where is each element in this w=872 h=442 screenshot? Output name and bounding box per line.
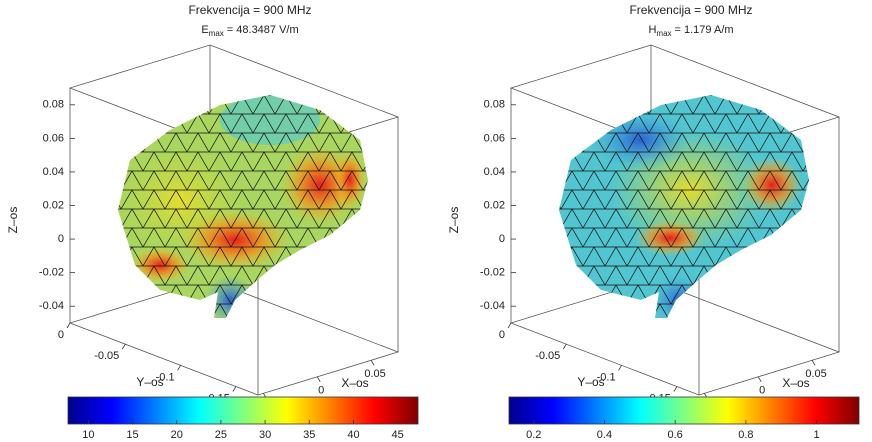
z-tick-label: 0.04 (43, 166, 64, 178)
z-tick-label: 0.04 (484, 166, 505, 178)
x-tick (370, 360, 375, 366)
y-tick (232, 386, 237, 392)
colorbar-tick-label: 0.4 (597, 429, 612, 441)
z-tick-label: 0.08 (484, 99, 505, 111)
x-axis-label: X–os (341, 376, 368, 390)
subtitle-subscript: max (656, 29, 671, 38)
z-tick-label: 0.06 (43, 132, 64, 144)
x-tick-label: 0 (759, 385, 765, 397)
colorbar-tick-label: 0.8 (738, 429, 753, 441)
y-axis-label: Y–os (577, 375, 604, 389)
brain-surface (559, 95, 809, 318)
subtitle-symbol: H (648, 24, 656, 36)
z-tick-label: 0.08 (43, 99, 64, 111)
x-tick-label: 0.05 (364, 368, 385, 380)
y-tick-label: -0.1 (597, 371, 616, 383)
colorbar-tick-label: 15 (126, 429, 138, 441)
subtitle: Emax = 48.3487 V/m (201, 24, 298, 38)
panel: Frekvencija = 900 MHz Hmax = 1.179 A/m 0.08… (447, 3, 860, 441)
colorbar-tick-label: 20 (171, 429, 183, 441)
z-tick-label: 0.02 (484, 199, 505, 211)
x-tick-label: 0.05 (805, 368, 826, 380)
chart-title: Frekvencija = 900 MHz (188, 3, 311, 17)
y-tick-label: 0 (58, 329, 64, 341)
y-tick (66, 322, 71, 329)
z-tick-label: 0 (499, 233, 505, 245)
chart-title: Frekvencija = 900 MHz (629, 3, 752, 17)
z-tick-label: -0.04 (39, 300, 64, 312)
y-tick (673, 386, 678, 392)
x-tick-label: 0 (318, 385, 324, 397)
z-tick-label: -0.02 (480, 267, 505, 279)
z-axis-label: Z–os (447, 207, 461, 234)
subtitle-symbol: E (201, 24, 208, 36)
y-tick (618, 365, 622, 371)
brain-surface (118, 95, 368, 318)
z-tick-label: 0.06 (484, 132, 505, 144)
subtitle-text: = 1.179 A/m (675, 24, 734, 36)
x-axis-label: X–os (782, 376, 809, 390)
subtitle-subscript: max (209, 29, 224, 38)
y-tick-label: -0.05 (535, 350, 560, 362)
colorbar-tick-label: 30 (259, 429, 271, 441)
y-tick-label: -0.05 (94, 350, 119, 362)
z-axis-label: Z–os (6, 207, 20, 234)
panel: Frekvencija = 900 MHz Emax = 48.3487 V/m 0.… (6, 3, 419, 441)
colorbar (508, 396, 860, 425)
colorbar-tick-label: 25 (215, 429, 227, 441)
y-axis-label: Y–os (136, 375, 163, 389)
colorbar-tick-label: 0.2 (526, 429, 541, 441)
colorbar-tick-label: 0.6 (668, 429, 683, 441)
z-tick-label: 0 (58, 233, 64, 245)
colorbar (67, 396, 419, 425)
z-tick-label: -0.04 (480, 300, 505, 312)
y-tick-label: -0.1 (156, 371, 175, 383)
colorbar-tick-label: 45 (392, 429, 404, 441)
colorbar-tick-label: 1 (814, 429, 820, 441)
x-tick (757, 376, 762, 383)
subtitle: Hmax = 1.179 A/m (648, 24, 733, 38)
colorbar-tick-label: 10 (82, 429, 94, 441)
y-tick (121, 343, 126, 350)
x-tick (811, 360, 816, 366)
z-tick-label: 0.02 (43, 199, 64, 211)
y-tick (507, 322, 512, 329)
subtitle-text: = 48.3487 V/m (227, 24, 299, 36)
colorbar-tick-label: 35 (303, 429, 315, 441)
colorbar-tick-label: 40 (347, 429, 359, 441)
y-tick-label: 0 (499, 329, 505, 341)
y-tick (562, 343, 567, 350)
x-tick (316, 376, 321, 383)
z-tick-label: -0.02 (39, 267, 64, 279)
y-tick (177, 365, 181, 371)
